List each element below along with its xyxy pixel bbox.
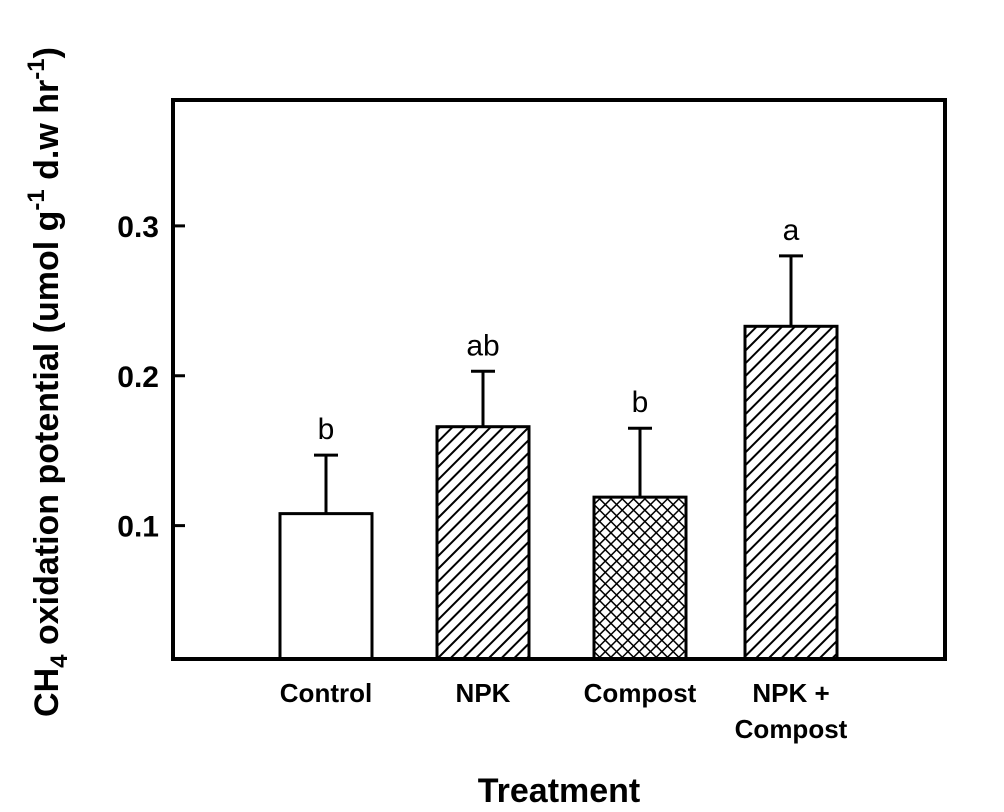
bar-1 [435,425,531,661]
x-category-label: Control [280,678,372,708]
y-axis-title-part: ) [28,47,66,58]
y-tick-label: 0.1 [117,511,159,544]
bar-3 [743,324,839,661]
y-axis-title-part: oxidation potential (umol g [28,211,66,655]
x-category-label-line: Compost [584,678,697,708]
error-bars-layer [314,254,803,514]
y-axis-title-part: -1 [23,58,50,79]
error-bar-0 [314,453,338,514]
y-axis-title-part: -1 [23,189,50,210]
x-axis: Control NPK Compost NPK + Compost [280,678,848,744]
y-axis-title: CH4 oxidation potential (umol g-1 d.w hr… [23,47,73,717]
x-axis-title: Treatment [478,772,641,810]
x-category-label-line: NPK [456,678,511,708]
bar-0 [278,512,374,661]
bars-layer [278,324,839,661]
y-axis: 0.1 0.2 0.3 [117,211,185,544]
x-category-label-line: Compost [735,714,848,744]
significance-letters-layer: b ab b a [318,214,800,446]
x-category-label: NPK + Compost [735,678,848,744]
x-category-label: NPK [456,678,511,708]
y-tick-label: 0.3 [117,211,159,244]
bar-2 [592,495,688,661]
significance-letter: b [632,386,649,419]
error-bar-1 [471,369,495,427]
y-tick-label: 0.2 [117,361,159,394]
y-axis-title-part: CH [28,668,66,717]
significance-letter: ab [466,329,499,362]
x-category-label: Compost [584,678,697,708]
error-bar-2 [628,426,652,498]
x-category-label-line: Control [280,678,372,708]
x-category-label-line: NPK + [752,678,829,708]
significance-letter: b [318,413,335,446]
y-axis-title-part: 4 [46,654,73,668]
significance-letter: a [783,214,800,247]
error-bar-3 [779,254,803,327]
y-axis-title-part: d.w hr [28,80,66,190]
plot-frame [171,98,947,661]
